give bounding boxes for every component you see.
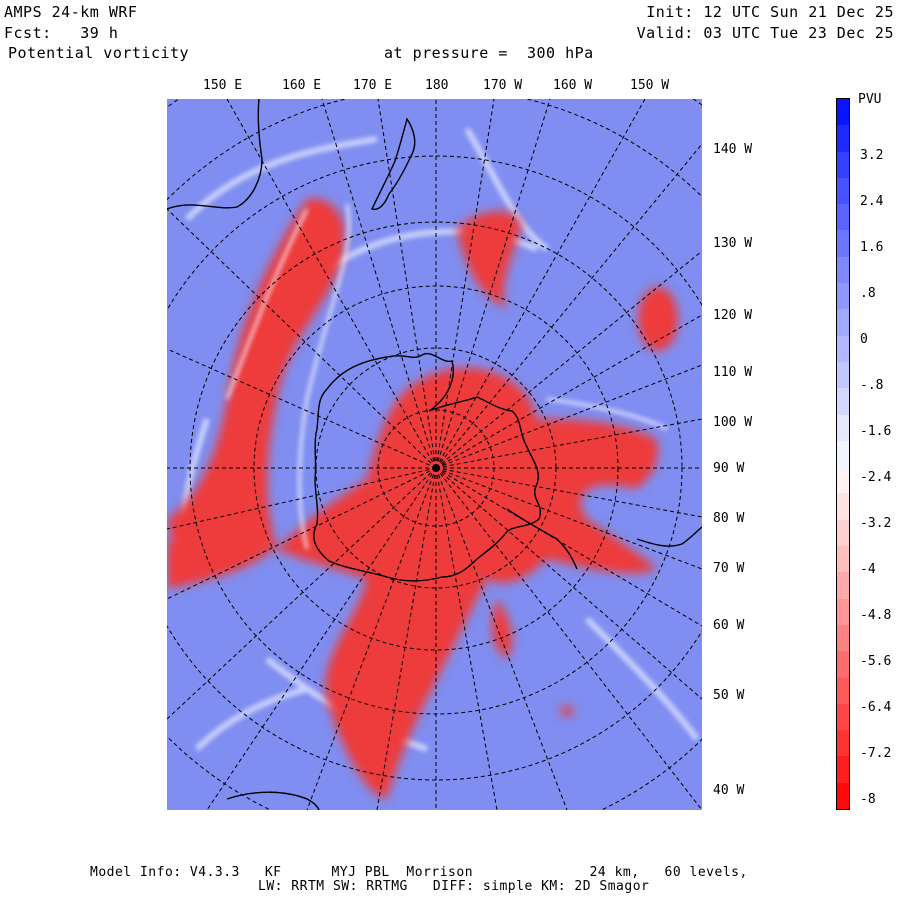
forecast-hour: Fcst: 39 h — [4, 24, 119, 42]
colorbar-segment — [837, 782, 849, 810]
colorbar-segment — [837, 309, 849, 337]
pv-edges — [225, 203, 668, 550]
colorbar-segment — [837, 283, 849, 310]
colorbar-segment — [837, 125, 849, 153]
lon-tick-right: 130 W — [713, 236, 753, 251]
map-canvas — [167, 99, 702, 810]
colorbar-label: 1.6 — [860, 240, 884, 255]
colorbar-segment — [837, 414, 849, 442]
south-america-coast — [636, 526, 702, 547]
colorbar-segment — [837, 730, 849, 757]
lon-tick-right: 60 W — [713, 618, 745, 633]
colorbar-label: -.8 — [860, 378, 884, 393]
colorbar-segment — [837, 598, 849, 626]
model-info-line2: LW: RRTM SW: RRTMG DIFF: simple KM: 2D S… — [258, 879, 650, 894]
new-zealand-coast — [371, 117, 416, 211]
colorbar-segment — [837, 177, 849, 205]
antarctica-coast — [313, 352, 542, 582]
colorbar-label: -4 — [860, 562, 876, 577]
pressure-level: at pressure = 300 hPa — [384, 44, 594, 62]
lon-tick-top: 150 W — [630, 78, 670, 93]
field-name: Potential vorticity — [8, 44, 190, 62]
colorbar-segment — [837, 204, 849, 231]
colorbar-label: -8 — [860, 792, 876, 807]
colorbar-label: 2.4 — [860, 194, 884, 209]
model-title: AMPS 24-km WRF — [4, 3, 138, 21]
lon-tick-right: 140 W — [713, 142, 753, 157]
pv-map — [167, 99, 702, 810]
valid-time: Valid: 03 UTC Tue 23 Dec 25 — [636, 24, 894, 42]
lon-tick-right: 120 W — [713, 308, 753, 323]
colorbar-segment — [837, 493, 849, 521]
colorbar-segment — [837, 99, 849, 126]
lon-tick-right: 80 W — [713, 511, 745, 526]
colorbar-segment — [837, 651, 849, 678]
colorbar — [836, 98, 850, 810]
colorbar-label: -5.6 — [860, 654, 892, 669]
colorbar-label: -1.6 — [860, 424, 892, 439]
colorbar-label: -6.4 — [860, 700, 892, 715]
colorbar-segment — [837, 624, 849, 652]
lon-tick-right: 70 W — [713, 561, 745, 576]
colorbar-segment — [837, 388, 849, 416]
colorbar-segment — [837, 440, 849, 468]
peninsula-coast — [506, 508, 578, 570]
lon-tick-right: 100 W — [713, 415, 753, 430]
colorbar-segment — [837, 519, 849, 547]
lon-tick-top: 170 E — [353, 78, 393, 93]
lon-tick-top: 170 W — [483, 78, 523, 93]
colorbar-segment — [837, 230, 849, 258]
colorbar-label: -4.8 — [860, 608, 892, 623]
colorbar-segment — [837, 677, 849, 705]
australia-coast — [167, 99, 263, 210]
lon-tick-right: 40 W — [713, 783, 745, 798]
colorbar-segment — [837, 151, 849, 179]
lon-tick-top: 160 E — [282, 78, 322, 93]
meridians — [167, 99, 702, 810]
colorbar-segment — [837, 572, 849, 600]
lon-tick-top: 150 E — [203, 78, 243, 93]
model-info-line1: Model Info: V4.3.3 KF MYJ PBL Morrison 2… — [90, 865, 748, 880]
coastlines — [167, 99, 702, 810]
colorbar-segment — [837, 361, 849, 389]
lon-tick-right: 110 W — [713, 365, 753, 380]
colorbar-label: -2.4 — [860, 470, 892, 485]
colorbar-label: .8 — [860, 286, 876, 301]
colorbar-label: -7.2 — [860, 746, 892, 761]
lon-tick-top: 160 W — [553, 78, 593, 93]
colorbar-segment — [837, 467, 849, 494]
lon-tick-right: 90 W — [713, 461, 745, 476]
lon-tick-right: 50 W — [713, 688, 745, 703]
colorbar-segment — [837, 703, 849, 731]
init-time: Init: 12 UTC Sun 21 Dec 25 — [646, 3, 894, 21]
lon-tick-top: 180 — [425, 78, 449, 93]
colorbar-segment — [837, 256, 849, 284]
colorbar-label: 0 — [860, 332, 868, 347]
colorbar-segment — [837, 546, 849, 573]
colorbar-unit: PVU — [858, 92, 882, 107]
colorbar-segment — [837, 756, 849, 784]
colorbar-label: -3.2 — [860, 516, 892, 531]
colorbar-segment — [837, 335, 849, 363]
colorbar-label: 3.2 — [860, 148, 884, 163]
